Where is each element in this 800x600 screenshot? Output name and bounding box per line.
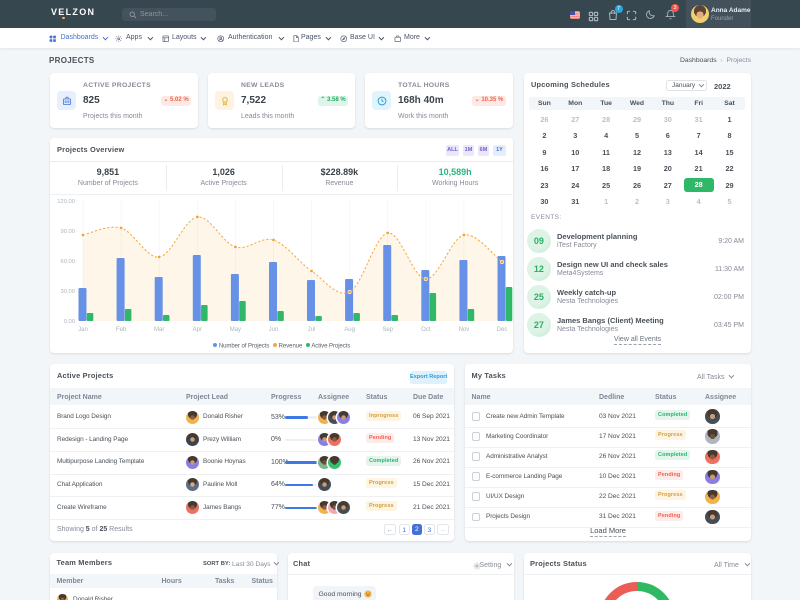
svg-text:Aug: Aug (344, 327, 355, 333)
svg-text:Jun: Jun (269, 327, 279, 333)
svg-text:Nov: Nov (459, 327, 470, 333)
svg-text:Jul: Jul (308, 327, 316, 333)
svg-text:120.00: 120.00 (57, 199, 75, 205)
svg-text:May: May (230, 327, 241, 333)
svg-text:Sep: Sep (382, 327, 393, 333)
svg-text:Jan: Jan (78, 327, 88, 333)
svg-text:Oct: Oct (421, 327, 431, 333)
svg-text:Feb: Feb (116, 327, 127, 333)
svg-text:30.00: 30.00 (60, 289, 75, 295)
svg-text:Mar: Mar (154, 327, 164, 333)
svg-text:60.00: 60.00 (60, 259, 75, 265)
svg-text:0.00: 0.00 (64, 319, 75, 325)
svg-text:Dec: Dec (497, 327, 508, 333)
svg-text:Apr: Apr (193, 327, 202, 333)
svg-text:90.00: 90.00 (60, 229, 75, 235)
